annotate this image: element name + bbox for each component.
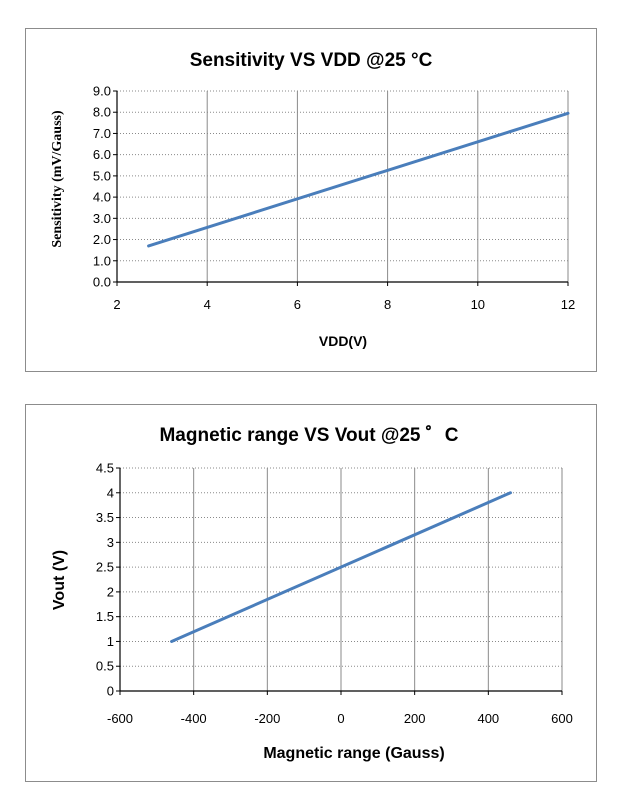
- magnetic-range-chart: Magnetic range VS Vout @25 ゜C 0 0.5 1 1.5 2 2.…: [51, 424, 573, 762]
- x-tick-label-2: -200: [254, 711, 280, 726]
- x-tick-label-0: 2: [113, 297, 120, 312]
- x-tick-label-2: 6: [294, 297, 301, 312]
- y-tick-label-3: 1.5: [96, 609, 114, 624]
- sensitivity-chart: Sensitivity VS VDD @25 °C 0.0 1.0 2.0 3.0 4.0…: [50, 50, 575, 349]
- y-tick-label-0: 0.0: [93, 275, 111, 290]
- y-tick-label-2: 2.0: [93, 232, 111, 247]
- y-tick-label-7: 7.0: [93, 126, 111, 141]
- y-tick-label-9: 4.5: [96, 461, 114, 476]
- y-tick-label-2: 1: [107, 634, 114, 649]
- y-tick-label-1: 0.5: [96, 659, 114, 674]
- x-tick-label-3: 0: [337, 711, 344, 726]
- y-tick-label-4: 2: [107, 584, 114, 599]
- y-tick-label-4: 4.0: [93, 190, 111, 205]
- x-axis-label: Magnetic range (Gauss): [263, 745, 444, 762]
- y-tick-label-6: 6.0: [93, 147, 111, 162]
- chart-title: Magnetic range VS Vout @25 ゜C: [159, 424, 458, 446]
- chart-panel-magnetic-range: Magnetic range VS Vout @25 ゜C 0 0.5 1 1.5 2 2.…: [25, 404, 597, 782]
- x-tick-label-3: 8: [384, 297, 391, 312]
- chart-title: Sensitivity VS VDD @25 °C: [190, 50, 433, 71]
- series-line-0: [170, 491, 512, 643]
- x-tick-label-1: -400: [181, 711, 207, 726]
- x-tick-label-1: 4: [204, 297, 211, 312]
- y-tick-label-0: 0: [107, 684, 114, 699]
- x-axis-label: VDD(V): [319, 333, 367, 349]
- y-axis-label: Sensitivity (mV/Gauss): [50, 110, 65, 248]
- y-tick-label-5: 2.5: [96, 560, 114, 575]
- y-tick-label-1: 1.0: [93, 253, 111, 268]
- y-axis-label: Vout (V): [51, 550, 68, 610]
- x-tick-label-4: 200: [404, 711, 426, 726]
- y-tick-label-7: 3.5: [96, 510, 114, 525]
- x-tick-label-0: -600: [107, 711, 133, 726]
- y-tick-label-5: 5.0: [93, 168, 111, 183]
- y-tick-label-9: 9.0: [93, 84, 111, 99]
- x-tick-label-5: 12: [561, 297, 575, 312]
- y-tick-label-3: 3.0: [93, 211, 111, 226]
- y-tick-label-8: 8.0: [93, 105, 111, 120]
- series-line-0: [147, 111, 570, 248]
- x-tick-label-6: 600: [551, 711, 573, 726]
- chart-panel-sensitivity: Sensitivity VS VDD @25 °C 0.0 1.0 2.0 3.0 4.0…: [25, 28, 597, 372]
- x-tick-label-5: 400: [477, 711, 499, 726]
- y-tick-label-6: 3: [107, 535, 114, 550]
- x-tick-label-4: 10: [471, 297, 485, 312]
- y-tick-label-8: 4: [107, 485, 114, 500]
